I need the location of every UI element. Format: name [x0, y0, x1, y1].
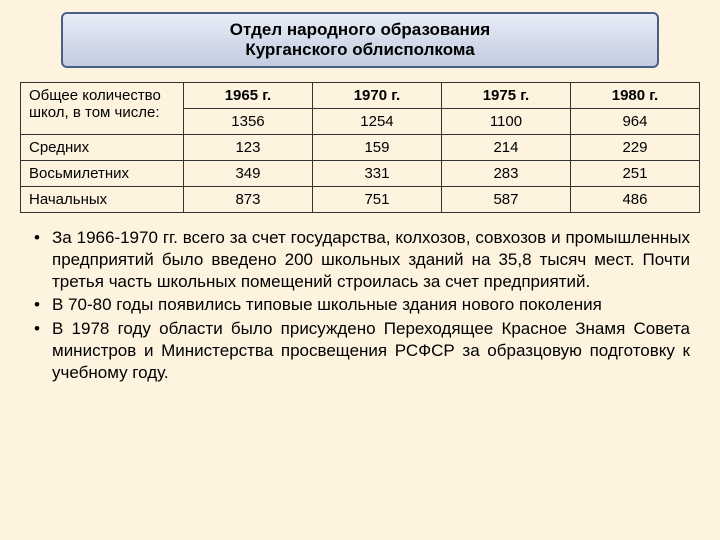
title-banner: Отдел народного образования Курганского … — [61, 12, 659, 68]
cell-value: 123 — [183, 135, 312, 161]
table-row: Начальных 873 751 587 486 — [21, 187, 700, 213]
title-line-1: Отдел народного образования — [73, 20, 647, 40]
row-label: Общее количество школ, в том числе: — [21, 83, 184, 135]
bullet-list: За 1966-1970 гг. всего за счет государст… — [20, 227, 700, 383]
col-header: 1980 г. — [570, 83, 699, 109]
cell-value: 486 — [570, 187, 699, 213]
cell-value: 214 — [441, 135, 570, 161]
row-label: Восьмилетних — [21, 161, 184, 187]
cell-value: 1254 — [312, 109, 441, 135]
cell-value: 1100 — [441, 109, 570, 135]
table-row: Общее количество школ, в том числе: 1965… — [21, 83, 700, 109]
cell-value: 349 — [183, 161, 312, 187]
list-item: В 70-80 годы появились типовые школьные … — [30, 294, 690, 316]
row-label: Начальных — [21, 187, 184, 213]
cell-value: 587 — [441, 187, 570, 213]
title-line-2: Курганского облисполкома — [73, 40, 647, 60]
col-header: 1970 г. — [312, 83, 441, 109]
table-row: Восьмилетних 349 331 283 251 — [21, 161, 700, 187]
cell-value: 251 — [570, 161, 699, 187]
list-item: За 1966-1970 гг. всего за счет государст… — [30, 227, 690, 292]
cell-value: 1356 — [183, 109, 312, 135]
cell-value: 873 — [183, 187, 312, 213]
list-item: В 1978 году области было присуждено Пере… — [30, 318, 690, 383]
cell-value: 159 — [312, 135, 441, 161]
cell-value: 964 — [570, 109, 699, 135]
schools-table: Общее количество школ, в том числе: 1965… — [20, 82, 700, 213]
cell-value: 331 — [312, 161, 441, 187]
cell-value: 751 — [312, 187, 441, 213]
col-header: 1965 г. — [183, 83, 312, 109]
cell-value: 283 — [441, 161, 570, 187]
col-header: 1975 г. — [441, 83, 570, 109]
table-row: Средних 123 159 214 229 — [21, 135, 700, 161]
cell-value: 229 — [570, 135, 699, 161]
row-label: Средних — [21, 135, 184, 161]
